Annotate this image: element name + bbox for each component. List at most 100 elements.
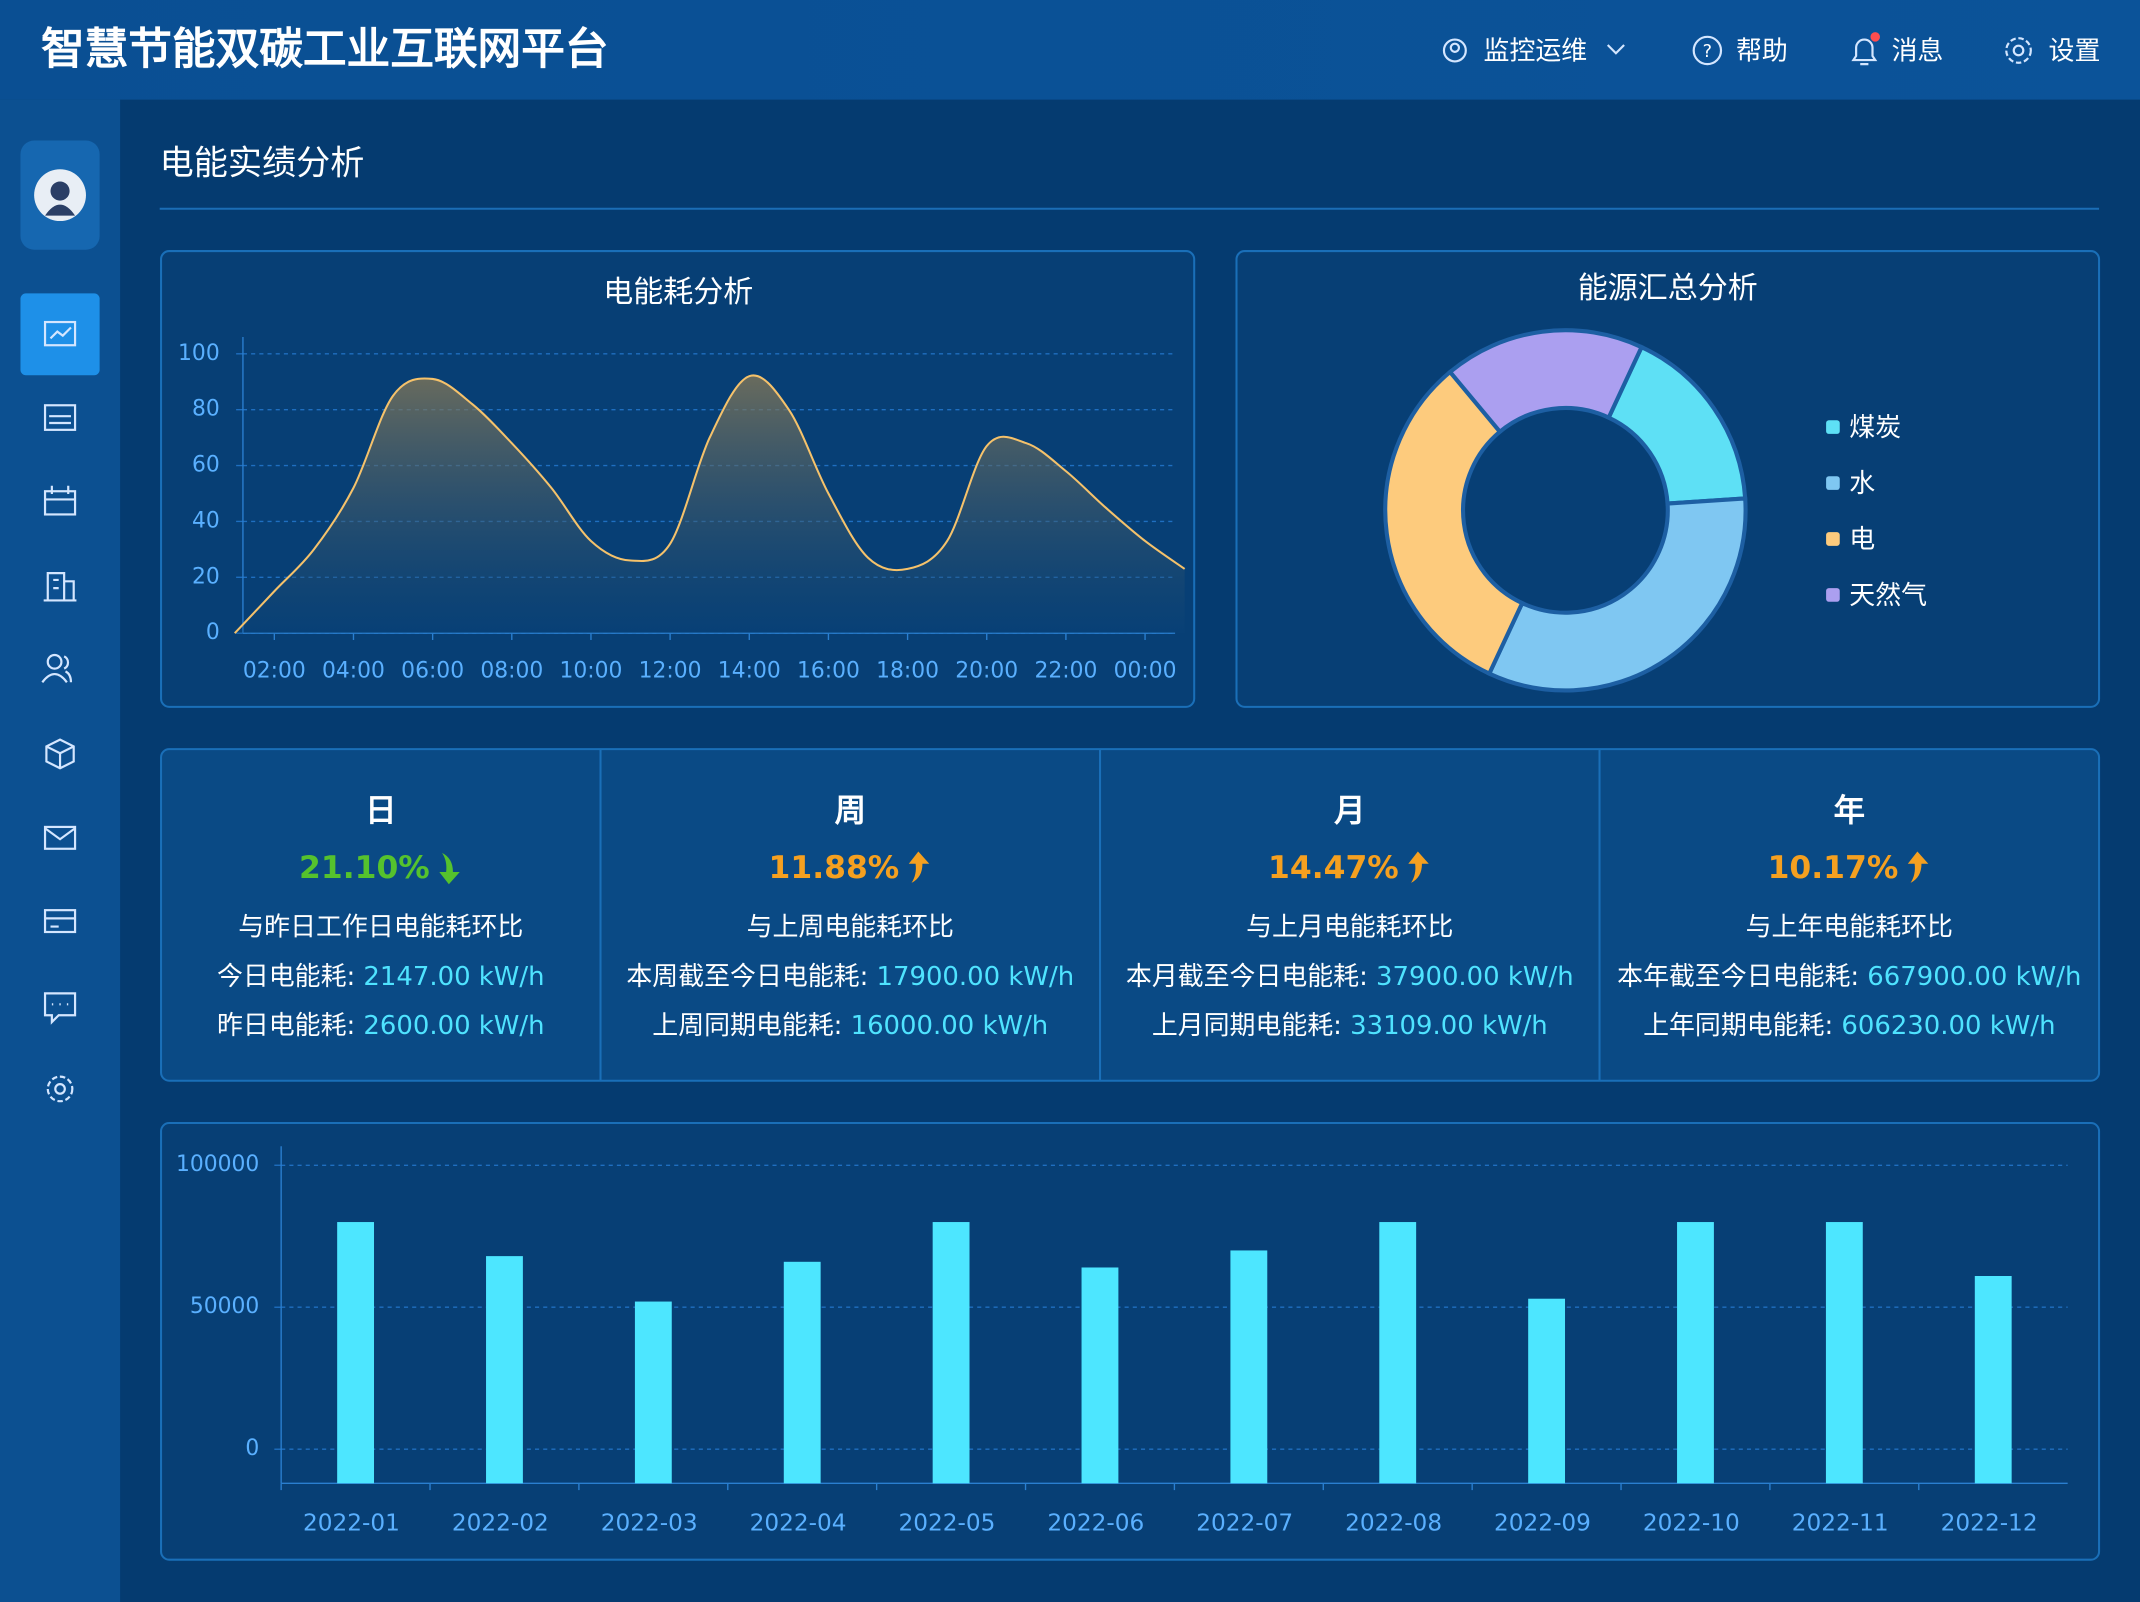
x-tick-label: 22:00 [1034,658,1097,683]
stat-line: 本周截至今日电能耗: 17900.00 kW/h [626,962,1074,992]
bar [1825,1222,1863,1484]
legend-label: 电 [1849,525,1875,555]
menu-item[interactable]: 帮助 [1736,36,1788,66]
legend-swatch [1826,532,1840,546]
notify-dot [1870,32,1881,42]
x-tick-label: 14:00 [718,658,781,683]
stat-line: 上年同期电能耗: 606230.00 kW/h [1643,1011,2055,1041]
nav-icon[interactable] [43,909,77,934]
nav-icon[interactable] [43,404,77,431]
stat-comparison: 与上年电能耗环比 [1746,912,1953,942]
x-tick-label: 2022-03 [601,1510,698,1537]
bell-icon [1851,38,1878,66]
nav-icon[interactable] [46,653,63,670]
x-tick-label: 2022-10 [1643,1510,1740,1537]
stat-label: 上年同期电能耗: [1643,1011,1833,1041]
chevron[interactable] [1606,44,1625,55]
nav-icon-line [45,917,76,928]
x-tick-label: 2022-07 [1196,1510,1293,1537]
stat-line: 本月截至今日电能耗: 37900.00 kW/h [1126,962,1574,992]
y-tick-label: 0 [206,620,220,645]
legend-label: 水 [1849,469,1875,499]
menu-item[interactable]: 监控运维 [1484,36,1588,66]
legend-label: 煤炭 [1849,413,1901,443]
nav-icon[interactable] [43,992,77,1025]
legend-swatch [1826,588,1840,602]
stat-value: 606230.00 kW/h [1841,1011,2055,1041]
x-tick-label: 18:00 [876,658,939,683]
stat-value: 37900.00 kW/h [1376,962,1574,992]
stat-period: 日 [365,793,396,829]
y-tick-label: 100000 [176,1152,259,1177]
menu-item[interactable]: 消息 [1892,36,1944,66]
panel [160,1122,2101,1561]
x-tick-label: 04:00 [322,658,385,683]
menu-item[interactable]: 设置 [2049,36,2101,66]
chart-title: 电能耗分析 [603,275,753,310]
gear-icon [2005,37,2032,64]
x-tick-label: 08:00 [480,658,543,683]
stat-line: 本年截至今日电能耗: 667900.00 kW/h [1617,962,2081,992]
stat-change: 14.47% [1268,850,1399,886]
help-icon [1692,35,1723,66]
x-tick-label: 02:00 [243,658,306,683]
area-fill [234,375,1185,634]
donut-segment [1447,328,1645,435]
nav-icon[interactable] [46,1075,74,1103]
x-tick-label: 16:00 [797,658,860,683]
nav-icon-line [49,415,71,425]
bar [1081,1267,1119,1484]
stats-panel [160,748,2101,1082]
stat-line: 上周同期电能耗: 16000.00 kW/h [652,1011,1048,1041]
stat-label: 上周同期电能耗: [652,1011,842,1041]
chart-title: 能源汇总分析 [1578,271,1758,306]
stat-line: 今日电能耗: 2147.00 kW/h [217,962,545,992]
stat-label: 昨日电能耗: [217,1011,355,1041]
stat-label: 上月同期电能耗: [1152,1011,1342,1041]
bar [1379,1222,1417,1484]
stat-comparison: 与昨日工作日电能耗环比 [238,912,523,942]
y-tick-label: 0 [245,1436,259,1461]
trend-arrow [1907,851,1929,883]
bar [337,1222,375,1484]
stat-value: 2600.00 kW/h [363,1011,544,1041]
stat-change: 11.88% [769,850,900,886]
bar [1230,1250,1268,1484]
stat-period: 月 [1334,793,1365,829]
x-tick-label: 2022-12 [1941,1510,2038,1537]
nav-icon[interactable] [43,572,77,602]
stat-line: 昨日电能耗: 2600.00 kW/h [217,1011,545,1041]
x-tick-label: 2022-05 [899,1510,996,1537]
stat-value: 17900.00 kW/h [876,962,1074,992]
nav-icon[interactable] [43,490,77,516]
trend-arrow [1408,851,1429,883]
stat-period: 周 [835,793,866,829]
trend-arrow [439,852,460,885]
nav-icon[interactable] [43,320,77,347]
stat-label: 本月截至今日电能耗: [1126,962,1368,992]
stat-comparison: 与上月电能耗环比 [1246,912,1453,942]
nav-icon[interactable] [45,738,75,770]
stat-value: 16000.00 kW/h [851,1011,1049,1041]
nav-icon-line [49,326,72,340]
y-tick-label: 20 [192,564,220,589]
legend-swatch [1826,420,1840,434]
bar [634,1301,672,1484]
nav-icon-line [45,485,76,501]
legend-swatch [1826,476,1840,490]
donut-segment [1486,496,1748,693]
nav-icon-line [54,1083,66,1095]
x-tick-label: 2022-04 [750,1510,847,1537]
bar [783,1261,821,1484]
stat-change: 21.10% [299,850,430,886]
nav-icon[interactable] [43,825,77,850]
donut-segment [1383,369,1525,677]
trend-arrow [908,851,930,883]
x-tick-label: 00:00 [1114,658,1177,683]
stat-period: 年 [1834,793,1865,829]
x-tick-label: 2022-08 [1345,1510,1442,1537]
bar [1677,1222,1714,1484]
x-tick-label: 10:00 [560,658,623,683]
y-tick-label: 80 [192,397,220,422]
